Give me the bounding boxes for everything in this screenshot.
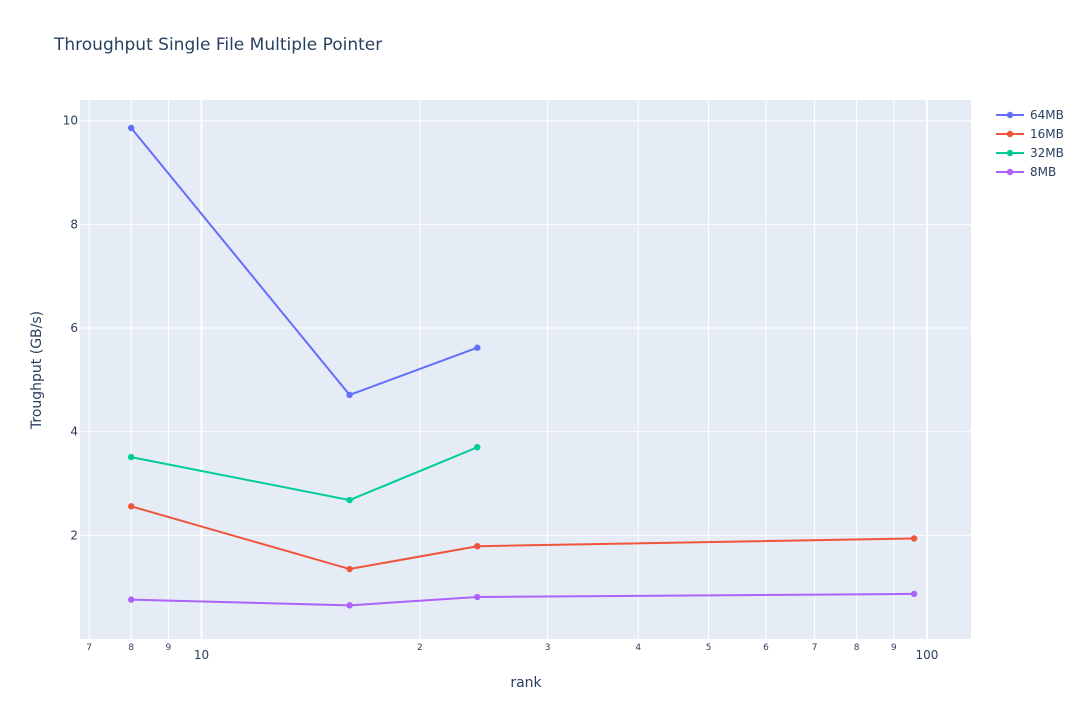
y-tick-label: 8	[70, 217, 78, 231]
legend-marker-icon	[1006, 149, 1014, 157]
legend-label: 8MB	[1030, 165, 1056, 179]
legend-marker-icon	[1006, 111, 1014, 119]
x-tick-label: 3	[545, 643, 551, 653]
x-tick-label: 8	[854, 643, 860, 653]
legend-label: 16MB	[1030, 127, 1064, 141]
data-point[interactable]	[474, 543, 481, 550]
legend-label: 64MB	[1030, 108, 1064, 122]
series-group	[128, 124, 918, 609]
series-64MB	[128, 124, 481, 399]
y-tick-label: 2	[70, 528, 78, 542]
data-point[interactable]	[346, 391, 353, 399]
grid	[80, 100, 971, 639]
y-axis-ticks: 2 4 6 8 10	[63, 114, 78, 543]
legend-label: 32MB	[1030, 146, 1064, 160]
x-tick-label: 10	[194, 648, 209, 662]
plot-area	[80, 100, 971, 639]
y-tick-label: 4	[70, 425, 78, 439]
series-line	[130, 505, 915, 571]
data-point[interactable]	[346, 496, 353, 504]
legend-item[interactable]: 16MB	[996, 127, 1064, 141]
data-point[interactable]	[474, 344, 481, 351]
legend-marker-icon	[1006, 130, 1014, 138]
chart-title: Throughput Single File Multiple Pointer	[53, 35, 382, 55]
legend-item[interactable]: 32MB	[996, 146, 1064, 160]
data-point[interactable]	[910, 535, 918, 542]
data-point[interactable]	[128, 503, 135, 510]
series-8MB	[128, 590, 918, 609]
data-point[interactable]	[346, 602, 353, 609]
x-tick-label: 9	[165, 643, 171, 653]
y-axis-title: Troughput (GB/s)	[29, 311, 45, 430]
legend-item[interactable]: 8MB	[996, 165, 1056, 179]
x-tick-label: 9	[891, 643, 897, 653]
series-16MB	[128, 503, 918, 573]
data-point[interactable]	[128, 453, 135, 461]
y-tick-label: 6	[70, 321, 78, 335]
legend-marker-icon	[1006, 168, 1014, 176]
data-point[interactable]	[128, 124, 135, 132]
data-point[interactable]	[346, 565, 353, 573]
data-point[interactable]	[910, 590, 918, 598]
series-line	[131, 592, 915, 607]
x-tick-label: 7	[86, 643, 92, 653]
data-point[interactable]	[474, 444, 481, 451]
x-tick-label: 100	[916, 648, 939, 662]
legend-item[interactable]: 64MB	[996, 108, 1064, 122]
x-tick-label: 6	[763, 643, 769, 653]
x-axis-title: rank	[510, 675, 542, 691]
data-point[interactable]	[474, 593, 481, 601]
x-tick-label: 4	[635, 643, 641, 653]
x-axis-ticks: 7 8 9 2 3 4 5 6 7 8 9 10 100	[86, 643, 938, 662]
x-tick-label: 2	[417, 643, 423, 653]
x-tick-label: 5	[706, 643, 712, 653]
series-32MB	[128, 444, 481, 504]
x-tick-label: 7	[812, 643, 818, 653]
x-tick-label: 8	[128, 643, 134, 653]
y-tick-label: 10	[63, 114, 78, 128]
data-point[interactable]	[128, 596, 135, 603]
legend[interactable]: 64MB 16MB 32MB 8MB	[996, 108, 1064, 179]
